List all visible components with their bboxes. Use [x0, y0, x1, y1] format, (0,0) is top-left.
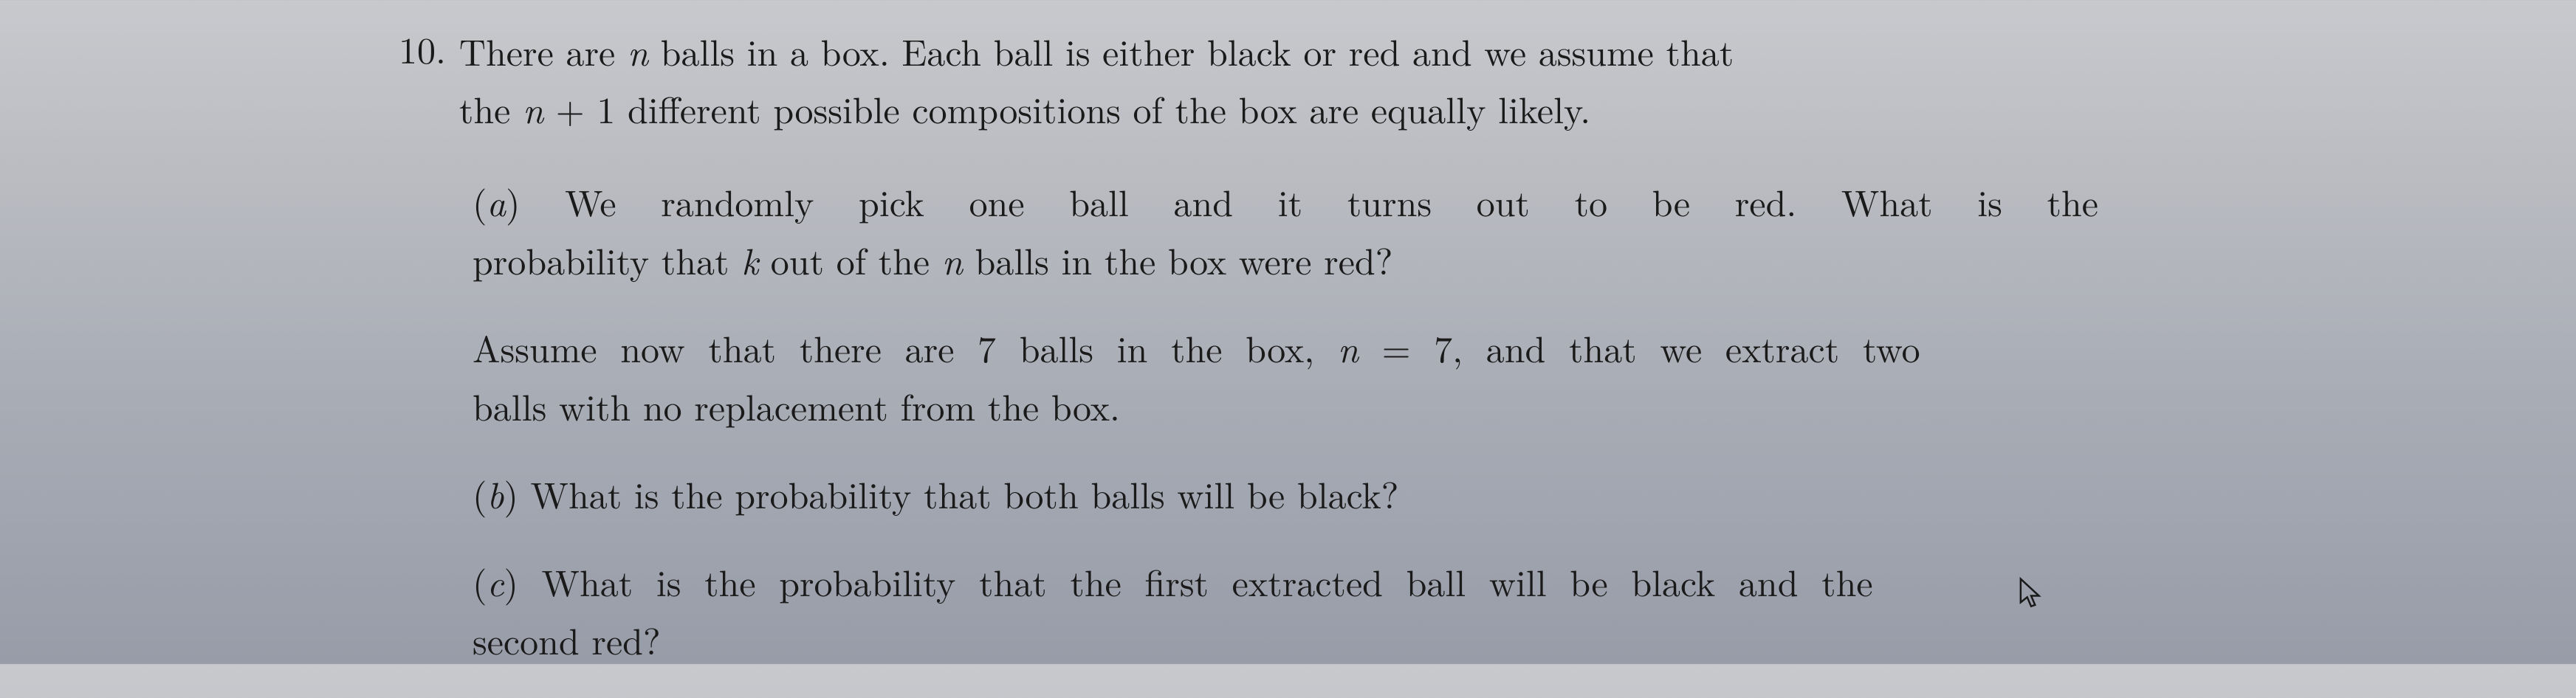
part-b-label-open: ( — [473, 467, 487, 519]
part-a-label-open: ( — [473, 175, 487, 227]
part-a-var-k: k — [741, 233, 758, 286]
interlude-line1b: = 7, and that we extract two — [1359, 321, 1920, 373]
part-a-var-n: n — [942, 233, 963, 286]
part-b-letter: b — [487, 467, 504, 519]
interlude-line2: balls with no replacement from the box. — [473, 376, 2348, 435]
part-c-label-close: ) — [504, 555, 518, 607]
interlude-line1: Assume now that there are 7 balls in the… — [473, 318, 2348, 376]
part-c-line1: (c) What is the probability that the fir… — [473, 552, 2348, 610]
intro-text: There are n balls in a box. Each ball is… — [459, 22, 1734, 137]
intro-line1b: balls in a box. Each ball is either blac… — [648, 24, 1734, 77]
intro-var-n2: n — [523, 82, 543, 134]
part-a-letter: a — [487, 175, 506, 227]
part-c-line2: second red? — [473, 610, 2348, 668]
part-a-line2c: balls in the box were red? — [963, 233, 1392, 286]
intro-line2b: + 1 different possible compositions of t… — [543, 82, 1590, 134]
problem-intro: 10. There are n balls in a box. Each bal… — [399, 22, 2348, 137]
part-a-line2a: probability that — [473, 233, 741, 286]
intro-line1a: There are — [459, 24, 628, 77]
cursor-icon — [2018, 576, 2044, 620]
part-a-line1: (a) We randomly pick one ball and it tur… — [473, 172, 2348, 230]
part-c: (c) What is the probability that the fir… — [473, 552, 2348, 668]
part-b-body: What is the probability that both balls … — [518, 467, 1399, 519]
part-c-letter: c — [487, 555, 504, 607]
part-a-label-close: ) — [506, 175, 520, 227]
problem-content: 10. There are n balls in a box. Each bal… — [399, 22, 2348, 698]
intro-line2a: the — [459, 82, 523, 134]
part-a-text1: We randomly pick one ball and it turns o… — [520, 175, 2098, 227]
part-a-line2b: out of the — [758, 233, 942, 286]
part-b-text: (b) What is the probability that both ba… — [473, 464, 2348, 522]
part-a-line2: probability that k out of the n balls in… — [473, 230, 2348, 288]
interlude-line1a: Assume now that there are 7 balls in the… — [473, 321, 1338, 373]
problem-number: 10. — [399, 22, 446, 75]
part-c-label-open: ( — [473, 555, 487, 607]
intro-var-n1: n — [628, 24, 648, 77]
part-a: (a) We randomly pick one ball and it tur… — [473, 172, 2348, 288]
interlude: Assume now that there are 7 balls in the… — [473, 318, 2348, 435]
part-b: (b) What is the probability that both ba… — [473, 464, 2348, 522]
interlude-var-n: n — [1338, 321, 1359, 373]
part-b-label-close: ) — [504, 467, 518, 519]
part-c-text1: What is the probability that the first e… — [518, 555, 1873, 607]
